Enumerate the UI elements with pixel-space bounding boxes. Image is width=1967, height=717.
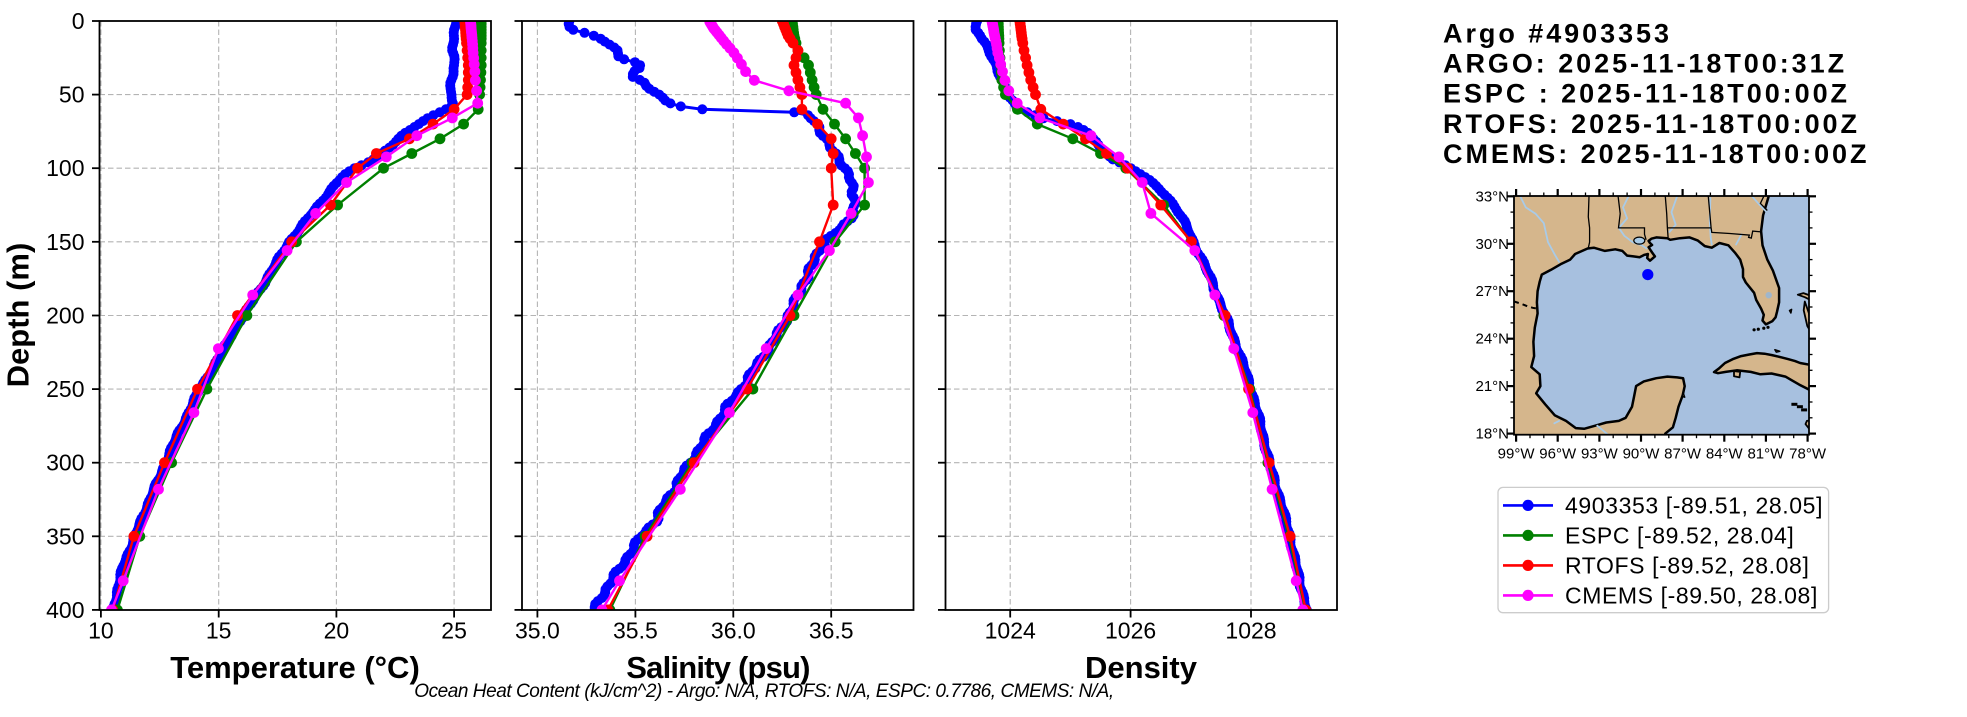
svg-text:87°W: 87°W xyxy=(1664,446,1702,463)
svg-text:84°W: 84°W xyxy=(1706,446,1744,463)
svg-text:ESPC : 2025-11-18T00:00Z: ESPC : 2025-11-18T00:00Z xyxy=(1443,79,1850,109)
svg-text:200: 200 xyxy=(46,303,84,329)
svg-text:35.5: 35.5 xyxy=(613,618,658,644)
svg-text:36.0: 36.0 xyxy=(711,618,756,644)
svg-text:50: 50 xyxy=(59,82,85,108)
svg-text:RTOFS: 2025-11-18T00:00Z: RTOFS: 2025-11-18T00:00Z xyxy=(1443,109,1860,139)
svg-text:Depth (m): Depth (m) xyxy=(1,243,36,388)
svg-text:300: 300 xyxy=(46,450,84,476)
svg-text:Salinity (psu): Salinity (psu) xyxy=(626,650,809,685)
svg-text:ARGO: 2025-11-18T00:31Z: ARGO: 2025-11-18T00:31Z xyxy=(1443,49,1847,79)
svg-text:78°W: 78°W xyxy=(1789,446,1827,463)
svg-text:24°N: 24°N xyxy=(1475,331,1509,348)
svg-text:21°N: 21°N xyxy=(1475,378,1509,395)
svg-text:400: 400 xyxy=(46,597,84,623)
svg-text:15: 15 xyxy=(206,618,232,644)
svg-text:96°W: 96°W xyxy=(1539,446,1577,463)
svg-text:90°W: 90°W xyxy=(1623,446,1661,463)
svg-text:CMEMS: 2025-11-18T00:00Z: CMEMS: 2025-11-18T00:00Z xyxy=(1443,139,1869,169)
svg-text:100: 100 xyxy=(46,155,84,181)
svg-text:Density: Density xyxy=(1085,650,1198,685)
svg-text:25: 25 xyxy=(441,618,467,644)
svg-text:4903353 [-89.51, 28.05]: 4903353 [-89.51, 28.05] xyxy=(1565,492,1823,518)
svg-text:35.0: 35.0 xyxy=(515,618,560,644)
svg-text:27°N: 27°N xyxy=(1475,283,1509,300)
svg-text:99°W: 99°W xyxy=(1498,446,1536,463)
svg-text:1026: 1026 xyxy=(1105,618,1156,644)
svg-text:Argo #4903353: Argo #4903353 xyxy=(1443,19,1672,49)
svg-text:350: 350 xyxy=(46,523,84,549)
svg-text:18°N: 18°N xyxy=(1475,426,1509,443)
svg-text:20: 20 xyxy=(324,618,350,644)
svg-text:36.5: 36.5 xyxy=(809,618,854,644)
svg-text:150: 150 xyxy=(46,229,84,255)
svg-text:0: 0 xyxy=(72,8,85,34)
svg-text:1028: 1028 xyxy=(1225,618,1276,644)
svg-text:81°W: 81°W xyxy=(1747,446,1785,463)
svg-text:ESPC [-89.52, 28.04]: ESPC [-89.52, 28.04] xyxy=(1565,522,1794,548)
svg-text:Temperature (°C): Temperature (°C) xyxy=(170,650,420,685)
svg-text:250: 250 xyxy=(46,376,84,402)
svg-text:33°N: 33°N xyxy=(1475,188,1509,205)
svg-text:CMEMS [-89.50, 28.08]: CMEMS [-89.50, 28.08] xyxy=(1565,582,1818,608)
svg-text:Ocean Heat Content (kJ/cm^2) -: Ocean Heat Content (kJ/cm^2) - Argo: N/A… xyxy=(414,681,1113,702)
svg-text:1024: 1024 xyxy=(985,618,1036,644)
svg-text:30°N: 30°N xyxy=(1475,236,1509,253)
svg-text:10: 10 xyxy=(88,618,114,644)
svg-text:RTOFS [-89.52, 28.08]: RTOFS [-89.52, 28.08] xyxy=(1565,552,1809,578)
svg-text:93°W: 93°W xyxy=(1581,446,1619,463)
